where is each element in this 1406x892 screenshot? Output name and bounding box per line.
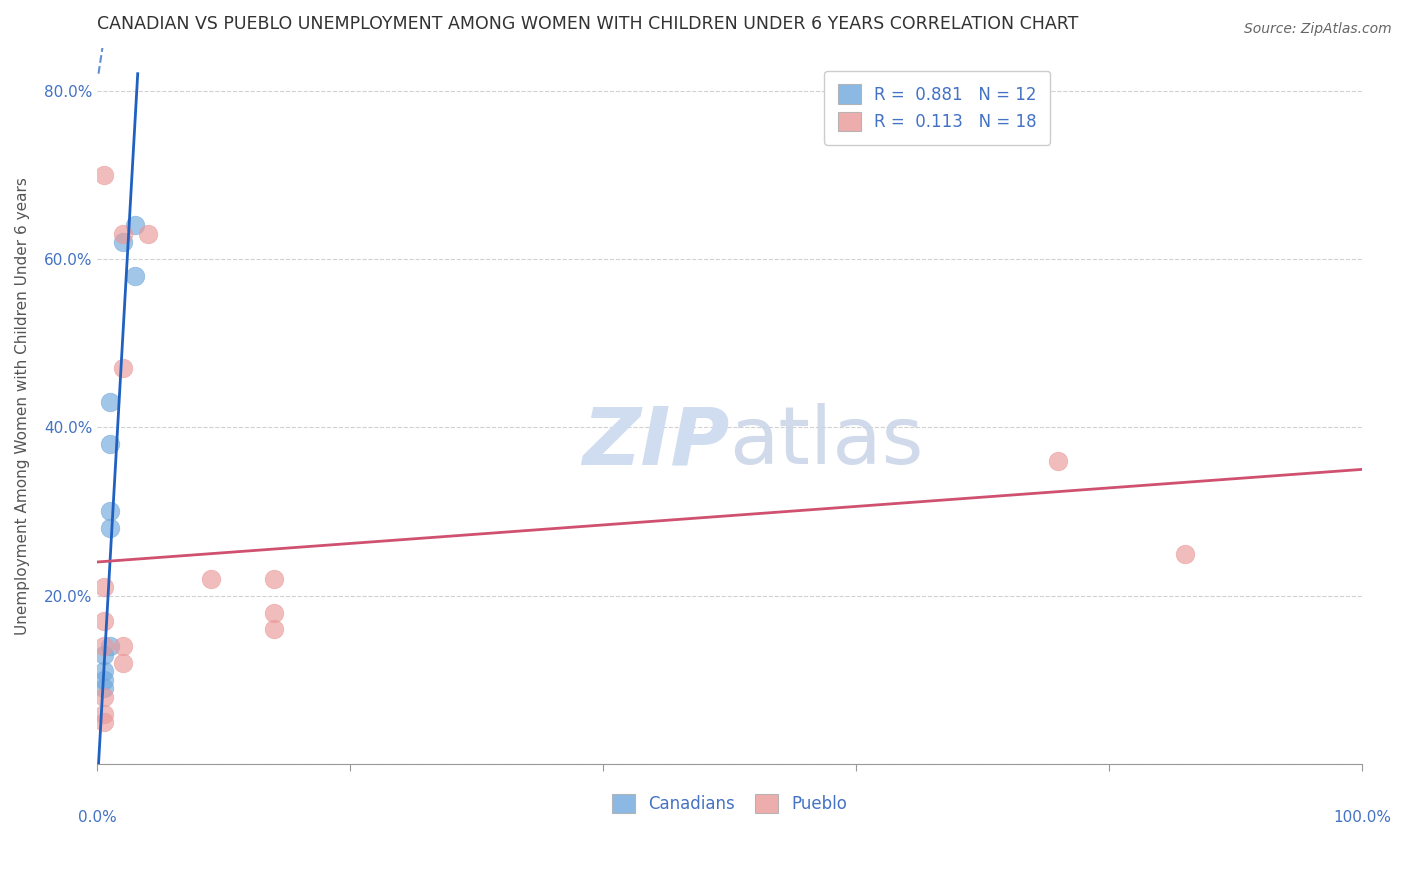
Point <box>111 235 134 249</box>
Point <box>200 572 222 586</box>
Point <box>93 614 115 628</box>
Point <box>93 648 115 662</box>
Y-axis label: Unemployment Among Women with Children Under 6 years: Unemployment Among Women with Children U… <box>15 178 30 635</box>
Point <box>93 714 115 729</box>
Text: Source: ZipAtlas.com: Source: ZipAtlas.com <box>1244 22 1392 37</box>
Point <box>263 623 285 637</box>
Text: CANADIAN VS PUEBLO UNEMPLOYMENT AMONG WOMEN WITH CHILDREN UNDER 6 YEARS CORRELAT: CANADIAN VS PUEBLO UNEMPLOYMENT AMONG WO… <box>97 15 1078 33</box>
Point <box>98 639 121 653</box>
Point <box>93 168 115 182</box>
Text: 100.0%: 100.0% <box>1333 810 1391 825</box>
Point <box>111 639 134 653</box>
Point <box>93 639 115 653</box>
Point <box>124 268 146 283</box>
Legend: Canadians, Pueblo: Canadians, Pueblo <box>605 788 855 820</box>
Point <box>93 690 115 704</box>
Text: 0.0%: 0.0% <box>77 810 117 825</box>
Point <box>136 227 159 241</box>
Point <box>1047 454 1070 468</box>
Point <box>111 227 134 241</box>
Point <box>98 437 121 451</box>
Point <box>98 395 121 409</box>
Point <box>93 673 115 687</box>
Point <box>263 572 285 586</box>
Point <box>1174 547 1197 561</box>
Point <box>263 606 285 620</box>
Point <box>93 665 115 679</box>
Point <box>93 580 115 594</box>
Point <box>111 656 134 670</box>
Point <box>98 521 121 535</box>
Point <box>124 219 146 233</box>
Text: atlas: atlas <box>730 403 924 481</box>
Point <box>111 361 134 376</box>
Point <box>93 681 115 696</box>
Point <box>93 706 115 721</box>
Text: ZIP: ZIP <box>582 403 730 481</box>
Point <box>98 504 121 518</box>
